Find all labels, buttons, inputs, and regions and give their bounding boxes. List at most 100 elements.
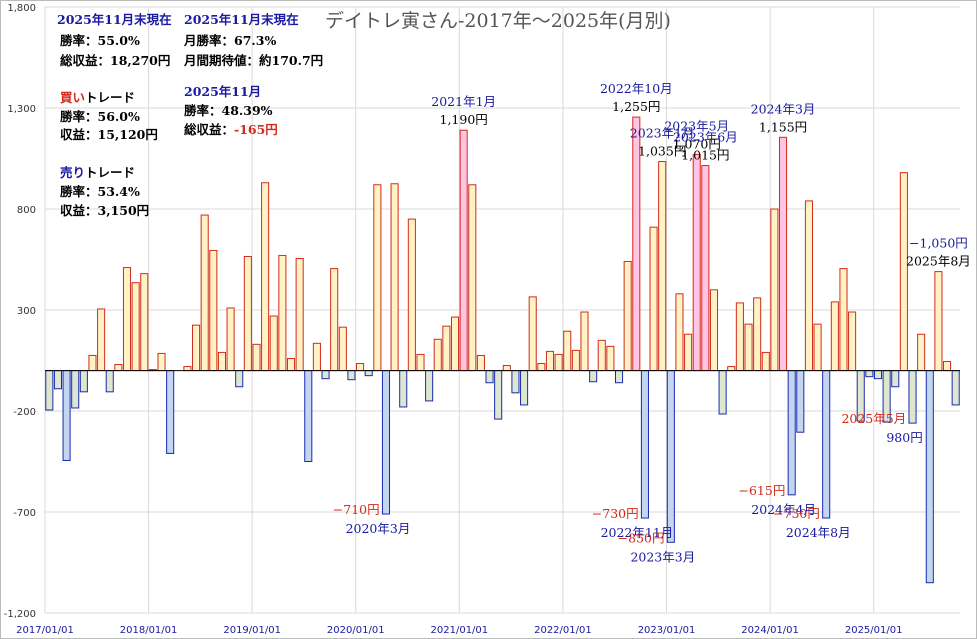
bar-75 xyxy=(692,153,701,372)
stats-panel: 2025年11月末現在 2025年11月末現在 勝率：55.0% 月勝率：67.… xyxy=(57,12,323,218)
annotation-month: 2021年1月 xyxy=(431,94,496,109)
bar-17 xyxy=(192,324,201,372)
bar-29 xyxy=(295,257,304,372)
y-axis-ticks: 1,800 1,300 800 300 -200 -700 -1,200 xyxy=(4,3,36,620)
bar-76 xyxy=(701,165,710,372)
bar-22 xyxy=(235,370,244,388)
bar-43 xyxy=(416,353,425,372)
bar-61 xyxy=(571,349,580,372)
bar-58 xyxy=(545,350,555,372)
bar-0 xyxy=(45,370,54,411)
sell-win-rate: 勝率：53.4% xyxy=(60,184,140,199)
bar-annotations: 2021年1月 1,190円 2022年10月 1,255円 2023年1月 1,035円… xyxy=(333,81,971,564)
bar-52 xyxy=(494,370,503,420)
annotation-76: 2023年6月 1,015円 xyxy=(673,130,738,163)
buy-profit: 収益：15,120円 xyxy=(60,127,158,142)
bar-71 xyxy=(658,161,667,372)
bar-65 xyxy=(606,345,615,372)
annotation-month: 2023年1月 xyxy=(630,126,695,141)
annotation-month: −1,050円 xyxy=(909,236,968,251)
bar-27 xyxy=(278,254,287,372)
annotation-72: −850円 2023年3月 xyxy=(618,530,696,564)
bar-57 xyxy=(537,363,546,372)
annotation-month: 2023年6月 xyxy=(673,130,738,145)
bar-4 xyxy=(79,370,88,393)
annotation-value: −850円 xyxy=(618,530,665,545)
bar-28 xyxy=(286,357,296,372)
bar-78 xyxy=(718,370,727,415)
annotation-86: −615円 2024年4月 xyxy=(739,483,817,517)
bar-8 xyxy=(114,364,123,372)
bar-40 xyxy=(390,183,399,372)
bar-18 xyxy=(200,214,209,372)
bar-55 xyxy=(520,370,529,406)
bar-41 xyxy=(399,370,408,408)
bar-35 xyxy=(347,370,356,381)
total-profit: 総収益：18,270円 xyxy=(60,53,170,68)
annotation-value: −730円 xyxy=(592,506,639,521)
bar-83 xyxy=(761,351,770,372)
bar-9 xyxy=(122,267,132,372)
bar-24 xyxy=(252,343,261,372)
bar-33 xyxy=(330,268,339,372)
annotation-68: 2022年10月 1,255円 xyxy=(600,81,673,114)
bar-44 xyxy=(425,370,434,402)
x-tick-label: 2020/01/01 xyxy=(327,625,385,636)
bar-59 xyxy=(554,353,563,372)
annotation-value: 1,155円 xyxy=(759,119,807,134)
annotation-100: 2025年5月 980円 xyxy=(841,411,922,445)
annotation-month: 980円 xyxy=(886,430,922,445)
annotation-month: 2022年10月 xyxy=(600,81,673,96)
x-tick-label: 2024/01/01 xyxy=(741,625,799,636)
annotation-value: −710円 xyxy=(333,502,380,517)
annotation-month: 2022年11月 xyxy=(601,525,674,540)
bar-60 xyxy=(563,330,572,372)
bar-36 xyxy=(356,363,365,372)
bar-13 xyxy=(157,352,166,372)
annotation-69: −730円 2022年11月 xyxy=(592,506,674,540)
bar-5 xyxy=(88,354,97,372)
bar-98 xyxy=(891,370,900,388)
bar-62 xyxy=(580,311,589,372)
annotation-value: 1,035円 xyxy=(638,144,686,159)
bar-79 xyxy=(727,366,736,372)
annotation-value: 1,255円 xyxy=(612,99,660,114)
current-month-win-rate: 勝率：48.39% xyxy=(184,103,273,118)
asof-label-2: 2025年11月末現在 xyxy=(184,12,299,27)
bar-104 xyxy=(943,361,952,372)
annotation-90: −730円 2024年8月 xyxy=(773,506,851,540)
annotation-value: −615円 xyxy=(739,483,786,498)
asof-label-1: 2025年11月末現在 xyxy=(57,12,172,27)
annotation-value: 1,190円 xyxy=(440,112,488,127)
y-tick-label: 1,300 xyxy=(7,104,36,115)
bar-99 xyxy=(899,172,908,372)
x-tick-label: 2021/01/01 xyxy=(431,625,489,636)
current-month-title: 2025年11月 xyxy=(184,84,261,99)
overall-win-rate: 勝率：55.0% xyxy=(60,33,140,48)
annotation-month: 2024年4月 xyxy=(751,502,816,517)
bar-80 xyxy=(735,302,744,372)
bar-91 xyxy=(830,301,839,372)
chart-title: デイトレ寅さん-2017年～2025年(月別) xyxy=(325,10,671,32)
bar-37 xyxy=(364,370,373,377)
bar-16 xyxy=(183,366,192,372)
bar-88 xyxy=(804,200,813,372)
bar-81 xyxy=(744,323,753,372)
sell-profit: 収益：3,150円 xyxy=(60,203,149,218)
bar-67 xyxy=(623,261,632,372)
y-tick-label: 800 xyxy=(17,205,36,216)
bar-42 xyxy=(407,218,416,372)
bar-70 xyxy=(649,226,658,372)
bar-85 xyxy=(779,136,788,372)
bar-20 xyxy=(217,351,226,372)
bar-96 xyxy=(873,370,883,380)
bar-66 xyxy=(614,370,624,384)
bar-74 xyxy=(684,333,693,372)
bar-39 xyxy=(381,370,391,515)
annotation-48: 2021年1月 1,190円 xyxy=(431,94,496,127)
y-tick-label: 300 xyxy=(17,306,36,317)
annotation-103: −1,050円 2025年8月 xyxy=(906,236,971,269)
bar-84 xyxy=(770,208,779,372)
bar-32 xyxy=(321,370,330,380)
